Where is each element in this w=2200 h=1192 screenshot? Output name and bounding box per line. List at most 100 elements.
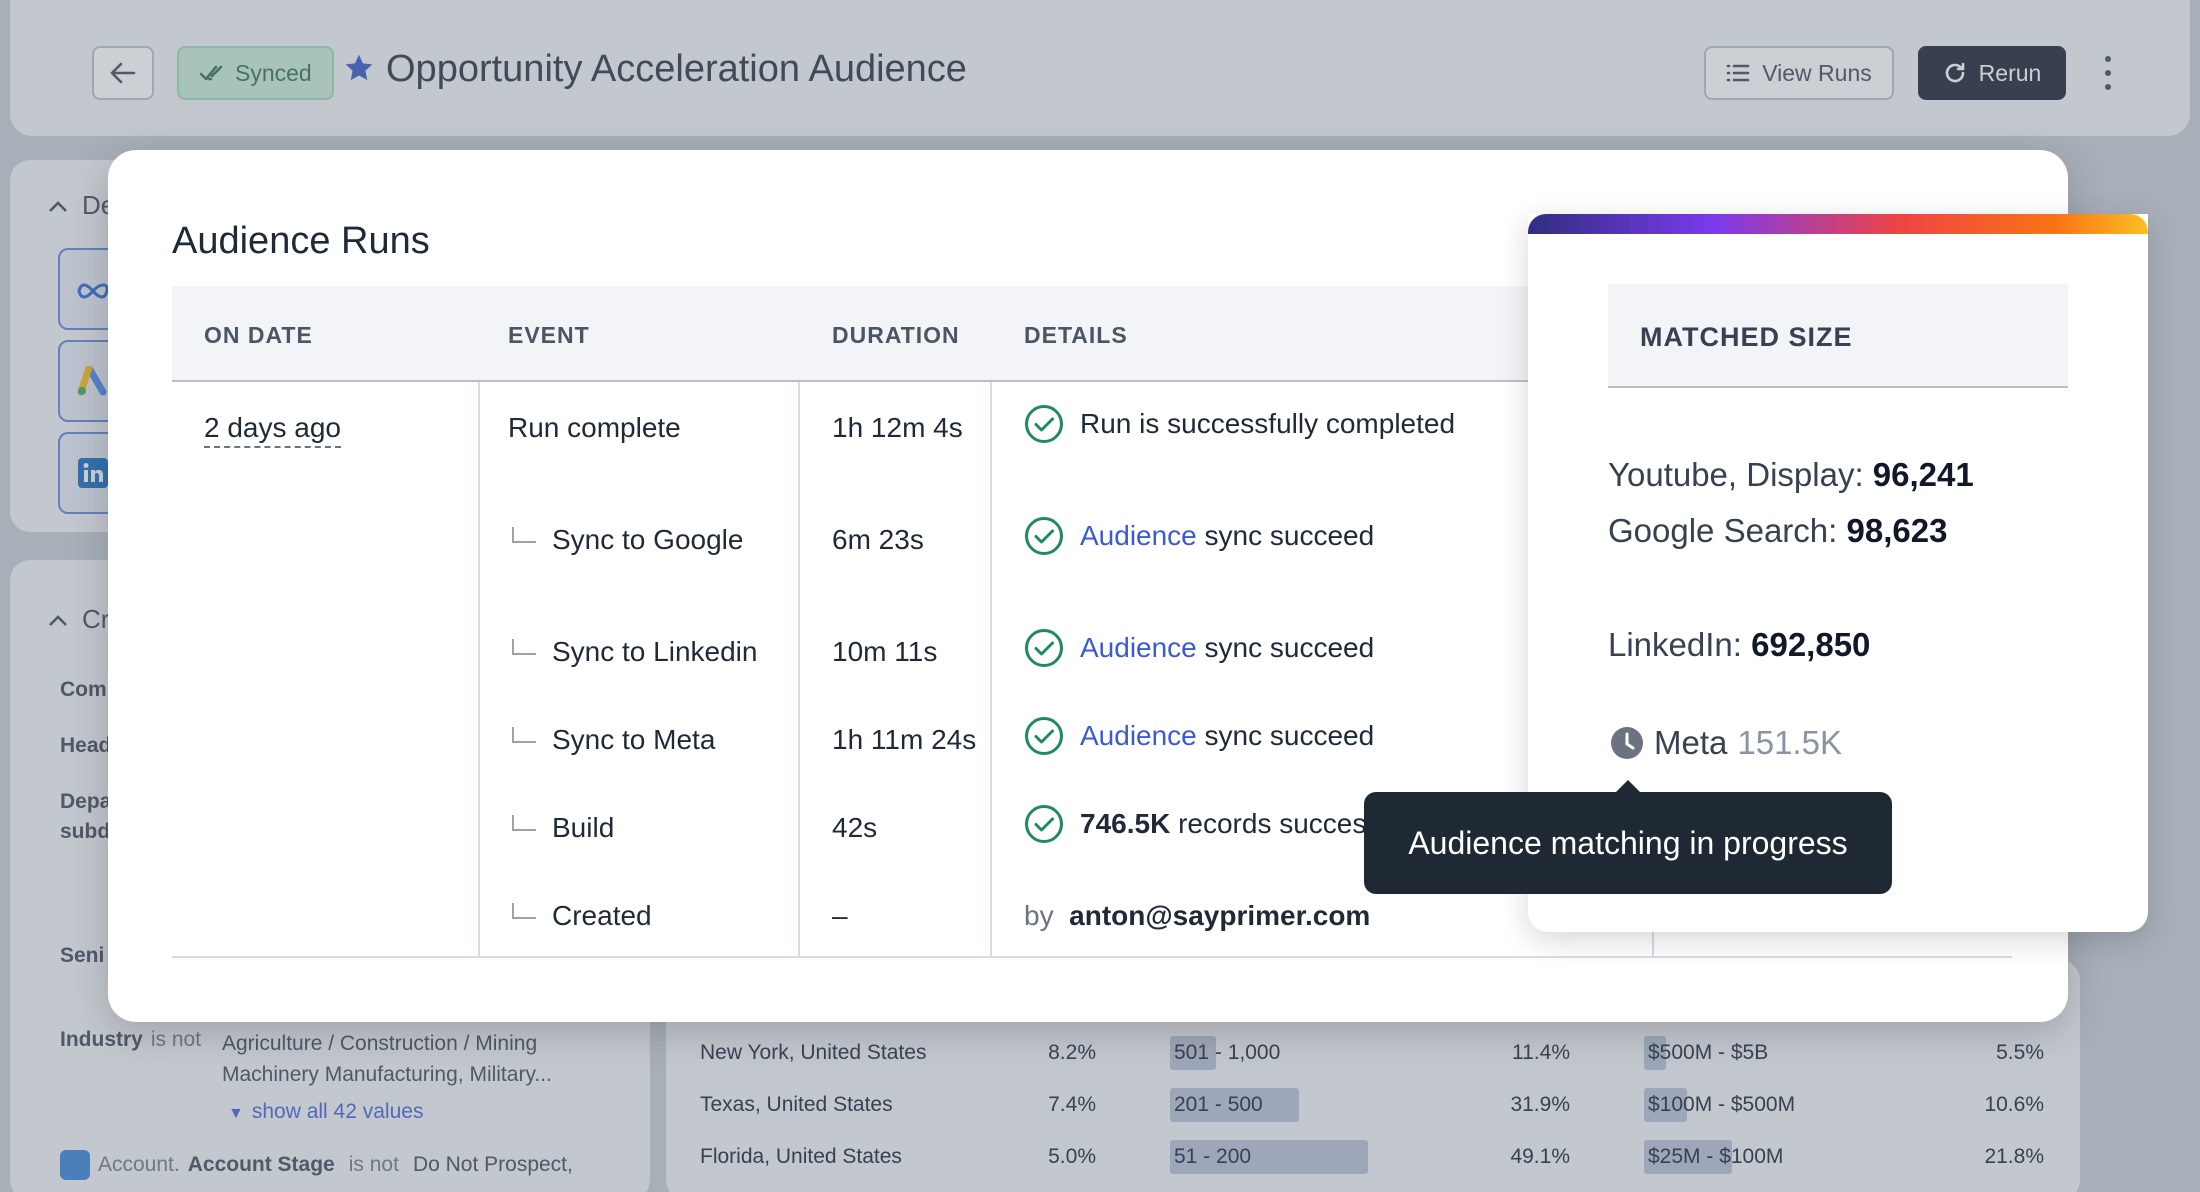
column-header-event: EVENT	[508, 322, 590, 348]
account-stage-category: Account.	[98, 1153, 180, 1176]
revenue-row: $100M - $500M 10.6%	[1644, 1088, 2048, 1122]
duration-created: –	[832, 900, 848, 931]
table-bottom-border	[172, 956, 2012, 958]
event-sync-google: Sync to Google	[512, 524, 743, 556]
matched-size-header: MATCHED SIZE	[1608, 284, 2068, 388]
check-circle-icon	[1025, 629, 1063, 667]
criteria-section-title: Cr	[82, 604, 110, 634]
account-stage-operator: is not	[348, 1153, 399, 1176]
industry-label: Industry	[60, 1028, 143, 1051]
arrow-left-icon	[110, 62, 136, 84]
employee-name: 51 - 200	[1174, 1145, 1252, 1168]
location-row: New York, United States 8.2%	[696, 1036, 1100, 1070]
location-row: Texas, United States 7.4%	[696, 1088, 1100, 1122]
view-runs-button[interactable]: View Runs	[1704, 46, 1894, 100]
audience-link-google[interactable]: Audience	[1080, 520, 1197, 551]
tree-connector	[512, 815, 536, 831]
check-circle-icon	[1025, 405, 1063, 443]
caret-down-icon: ▼	[228, 1105, 244, 1122]
employee-row: 501 - 1,000 11.4%	[1170, 1036, 1574, 1070]
detail-run-complete: Run is successfully completed	[1024, 404, 1455, 444]
column-header-date: ON DATE	[204, 322, 313, 348]
top-bar: Synced Opportunity Acceleration Audience…	[10, 0, 2190, 136]
revenue-bar	[1644, 1036, 1666, 1070]
star-icon[interactable]	[343, 52, 375, 84]
revenue-row: $25M - $100M 21.8%	[1644, 1140, 2048, 1174]
revenue-percent: 5.5%	[1996, 1041, 2044, 1064]
refresh-icon	[1945, 62, 1964, 83]
run-date[interactable]: 2 days ago	[204, 412, 341, 448]
criteria-label-seniority: Seni	[60, 944, 105, 967]
audience-link-meta[interactable]: Audience	[1080, 720, 1197, 751]
duration-sync-google: 6m 23s	[832, 524, 924, 555]
column-divider	[990, 382, 992, 958]
employee-name: 501 - 1,000	[1174, 1041, 1281, 1064]
event-label: Sync to Meta	[552, 724, 716, 755]
detail-sync-linkedin: Audience sync succeed	[1024, 628, 1374, 668]
duration-sync-linkedin: 10m 11s	[832, 636, 938, 667]
detail-sync-google: Audience sync succeed	[1024, 516, 1374, 556]
industry-values-line1: Agriculture / Construction / Mining	[222, 1032, 538, 1055]
employee-bar	[1170, 1036, 1216, 1070]
records-count: 746.5K	[1080, 808, 1171, 839]
employee-percent: 31.9%	[1510, 1093, 1570, 1116]
industry-operator: is not	[150, 1028, 202, 1051]
duration-run-complete: 1h 12m 4s	[832, 412, 963, 443]
check-circle-icon	[1025, 717, 1063, 755]
meta-value: 151.5K	[1737, 724, 1842, 761]
column-divider	[478, 382, 480, 958]
linkedin-icon	[78, 458, 108, 488]
matched-youtube: Youtube, Display: 96,241	[1608, 456, 1974, 494]
more-options-icon[interactable]	[2100, 52, 2116, 94]
revenue-name: $100M - $500M	[1648, 1093, 1796, 1116]
event-build: Build	[512, 812, 614, 844]
criteria-label-subdepartment: subd	[60, 820, 111, 843]
meta-icon	[77, 283, 109, 299]
event-run-complete: Run complete	[508, 412, 681, 443]
employee-percent: 49.1%	[1510, 1145, 1570, 1168]
rerun-button[interactable]: Rerun	[1918, 46, 2066, 100]
modal-title: Audience Runs	[172, 220, 430, 262]
chevron-up-icon	[49, 614, 67, 626]
google-ads-icon	[77, 366, 107, 396]
employee-bar	[1170, 1088, 1299, 1122]
page-title: Opportunity Acceleration Audience	[386, 48, 967, 90]
revenue-row: $500M - $5B 5.5%	[1644, 1036, 2048, 1070]
location-name: New York, United States	[700, 1041, 927, 1064]
criteria-label-headcount: Head	[60, 734, 112, 757]
industry-values: Agriculture / Construction / Mining Mach…	[222, 1028, 552, 1090]
show-all-values-link[interactable]: ▼ show all 42 values	[228, 1100, 423, 1124]
matched-size-title: MATCHED SIZE	[1640, 322, 1853, 352]
created-by-label: by	[1024, 900, 1054, 931]
view-runs-label: View Runs	[1762, 59, 1872, 86]
tree-connector	[512, 527, 536, 543]
account-stage-criterion: Account. Account Stage is not Do Not Pro…	[60, 1150, 573, 1180]
google-search-label: Google Search:	[1608, 512, 1838, 549]
back-button[interactable]	[92, 46, 154, 100]
duration-sync-meta: 1h 11m 24s	[832, 724, 977, 755]
detail-text: sync succeed	[1204, 632, 1375, 663]
criteria-section-header[interactable]: Cr	[48, 604, 109, 635]
tooltip-text: Audience matching in progress	[1408, 824, 1848, 861]
industry-criterion: Industry is not	[60, 1028, 209, 1052]
revenue-percent: 10.6%	[1984, 1093, 2044, 1116]
meta-label: Meta	[1654, 724, 1728, 761]
event-label: Created	[552, 900, 652, 931]
revenue-name: $25M - $100M	[1648, 1145, 1784, 1168]
detail-build: 746.5K records succes	[1024, 804, 1366, 844]
rerun-label: Rerun	[1978, 59, 2042, 86]
duration-build: 42s	[832, 812, 878, 843]
location-percent: 8.2%	[1048, 1041, 1096, 1064]
column-header-duration: DURATION	[832, 322, 960, 348]
matched-meta[interactable]: Meta 151.5K	[1610, 724, 1842, 762]
column-divider	[798, 382, 800, 958]
audience-link-linkedin[interactable]: Audience	[1080, 632, 1197, 663]
chevron-up-icon	[49, 200, 67, 212]
employee-bar	[1170, 1140, 1368, 1174]
linkedin-label: LinkedIn:	[1608, 626, 1742, 663]
revenue-name: $500M - $5B	[1648, 1041, 1769, 1064]
employee-row: 51 - 200 49.1%	[1170, 1140, 1574, 1174]
employee-row: 201 - 500 31.9%	[1170, 1088, 1574, 1122]
location-name: Florida, United States	[700, 1145, 902, 1168]
synced-badge: Synced	[177, 46, 334, 100]
